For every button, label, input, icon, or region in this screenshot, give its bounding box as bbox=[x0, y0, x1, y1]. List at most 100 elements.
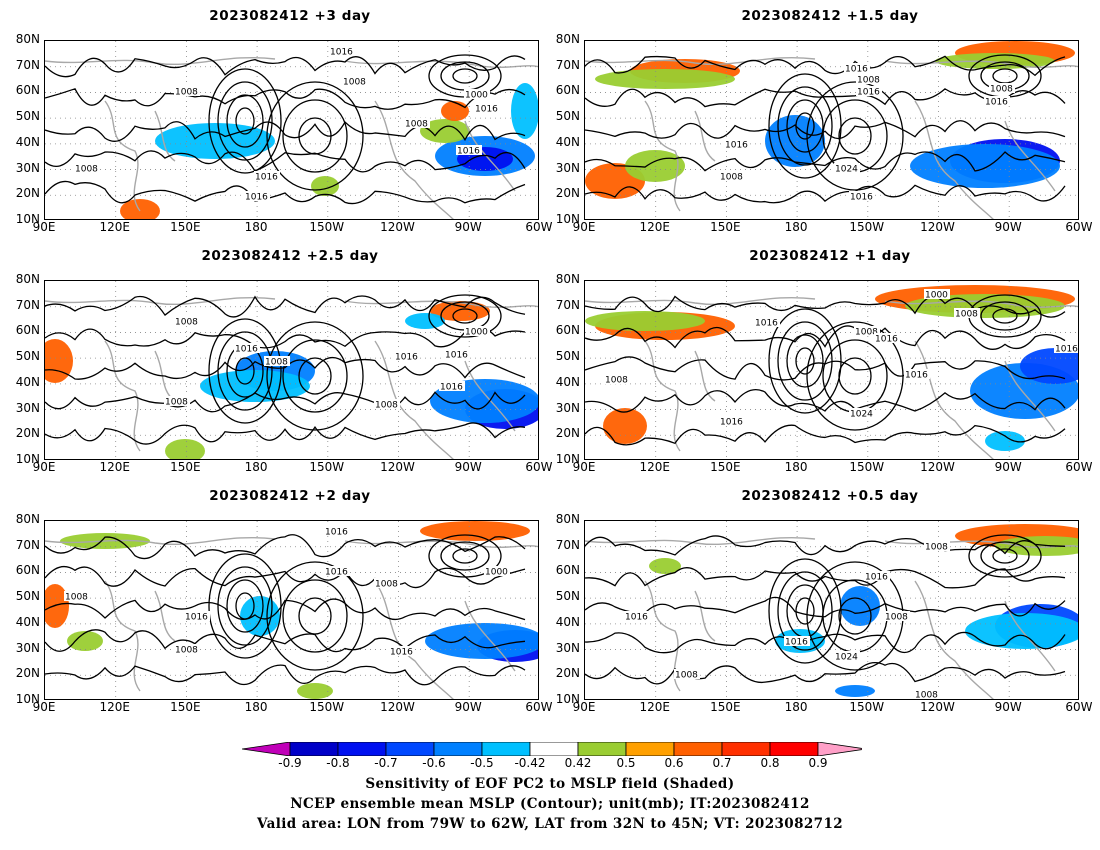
sensitivity-shading bbox=[835, 685, 875, 697]
contour-label: 1008 bbox=[990, 85, 1013, 95]
footer-line-2: NCEP ensemble mean MSLP (Contour); unit(… bbox=[290, 796, 810, 812]
contour-label: 1016 bbox=[185, 613, 208, 623]
sensitivity-shading bbox=[840, 586, 880, 626]
lon-tick-label: 90W bbox=[454, 700, 482, 714]
colorbar-segment bbox=[769, 742, 819, 756]
lon-tick-label: 150W bbox=[849, 220, 885, 234]
contour-label: 1024 bbox=[835, 165, 858, 175]
lon-tick-label: 150E bbox=[710, 460, 741, 474]
contour-label: 1016 bbox=[445, 351, 468, 361]
lat-tick-label: 10N bbox=[15, 692, 40, 706]
contour-label: 1016 bbox=[440, 383, 463, 393]
lon-tick-label: 120W bbox=[380, 460, 415, 474]
sensitivity-shading bbox=[155, 123, 275, 159]
sensitivity-shading bbox=[910, 144, 1060, 188]
contour-label: 1024 bbox=[835, 653, 858, 663]
colorbar-segment bbox=[529, 742, 579, 756]
lat-tick-label: 60N bbox=[555, 563, 580, 578]
lon-tick-label: 180 bbox=[784, 700, 808, 714]
lat-tick-label: 60N bbox=[15, 563, 40, 578]
contour-label: 1016 bbox=[330, 48, 353, 58]
lat-tick-label: 40N bbox=[555, 374, 580, 389]
lon-tick-label: 150W bbox=[849, 460, 885, 474]
lon-tick-label: 90W bbox=[994, 700, 1022, 714]
contour-label: 1024 bbox=[850, 410, 873, 420]
sensitivity-shading bbox=[649, 558, 681, 574]
lat-tick-label: 20N bbox=[15, 186, 40, 201]
sensitivity-shading bbox=[420, 119, 470, 143]
mslp-map: 1008 1016 1008 1016 1008 1016 1000 1016 1008 bbox=[45, 281, 538, 459]
lon-tick-label: 120W bbox=[920, 700, 955, 714]
lon-tick-label: 60W bbox=[525, 700, 553, 714]
sensitivity-shading bbox=[405, 313, 445, 329]
contour-label: 1008 bbox=[165, 398, 188, 408]
sensitivity-shading bbox=[297, 683, 333, 699]
lon-tick-label: 150W bbox=[309, 460, 345, 474]
lat-tick-label: 20N bbox=[555, 426, 580, 441]
map-panel: 2023082412 +1 day 1000 1008 1016 1008 1016 101… bbox=[540, 240, 1093, 480]
sensitivity-shading bbox=[935, 53, 1055, 69]
sensitivity-shading bbox=[1020, 348, 1078, 384]
sensitivity-shading bbox=[311, 176, 339, 196]
contour-label: 1000 bbox=[465, 91, 488, 101]
lat-tick-label: 30N bbox=[555, 160, 580, 175]
contour-label: 1008 bbox=[675, 671, 698, 681]
gridlines bbox=[45, 41, 538, 219]
contour-label: 1016 bbox=[475, 105, 498, 115]
contour-label: 1016 bbox=[245, 193, 268, 203]
lat-tick-label: 50N bbox=[15, 349, 40, 364]
lat-tick-label: 10N bbox=[15, 212, 40, 226]
sensitivity-shading bbox=[240, 596, 280, 636]
lat-tick-label: 40N bbox=[15, 614, 40, 629]
colorbar-tick-label: -0.5 bbox=[470, 756, 494, 770]
lon-tick-label: 90W bbox=[994, 460, 1022, 474]
contour-label: 1016 bbox=[720, 418, 743, 428]
contour-label: 1016 bbox=[845, 65, 868, 75]
lat-tick-label: 80N bbox=[15, 512, 40, 526]
lon-tick-label: 150E bbox=[710, 700, 741, 714]
contour-label: 1016 bbox=[1055, 345, 1078, 355]
lat-tick-label: 30N bbox=[555, 400, 580, 415]
sensitivity-shading bbox=[120, 199, 160, 219]
lat-tick-label: 80N bbox=[15, 32, 40, 46]
lat-tick-label: 50N bbox=[555, 589, 580, 604]
lon-tick-label: 120W bbox=[380, 700, 415, 714]
colorbar-segment bbox=[337, 742, 387, 756]
sensitivity-shading bbox=[165, 439, 205, 459]
lat-tick-label: 10N bbox=[555, 212, 580, 226]
lon-tick-label: 120E bbox=[639, 460, 670, 474]
mslp-contours bbox=[45, 534, 526, 686]
lat-tick-label: 50N bbox=[15, 109, 40, 124]
lon-tick-label: 120W bbox=[920, 220, 955, 234]
lon-tick-label: 120W bbox=[920, 460, 955, 474]
map-panel: 2023082412 +0.5 day 1008 1016 1016 1008 1024 1… bbox=[540, 480, 1093, 720]
sensitivity-shading bbox=[45, 584, 69, 628]
contour-label: 1016 bbox=[625, 613, 648, 623]
sensitivity-shading bbox=[425, 623, 538, 659]
lon-tick-label: 120E bbox=[99, 220, 130, 234]
lat-tick-label: 70N bbox=[15, 57, 40, 72]
contour-label: 1016 bbox=[857, 88, 880, 98]
lon-tick-label: 120W bbox=[380, 220, 415, 234]
contour-label: 1000 bbox=[925, 291, 948, 301]
lat-tick-label: 80N bbox=[555, 272, 580, 286]
mslp-contours bbox=[585, 54, 1066, 204]
colorbar-segment bbox=[577, 742, 627, 756]
colorbar-tick-label: 0.7 bbox=[712, 756, 732, 770]
lon-tick-label: 150E bbox=[170, 700, 201, 714]
lon-tick-label: 150W bbox=[849, 700, 885, 714]
contour-label: 1008 bbox=[175, 88, 198, 98]
lon-tick-label: 60W bbox=[1065, 460, 1093, 474]
colorbar-tick-label: 0.8 bbox=[760, 756, 780, 770]
map-area: 1008 1016 1016 1008 1024 1016 1008 1008 bbox=[584, 520, 1079, 700]
lat-tick-label: 80N bbox=[555, 32, 580, 46]
colorbar-tick-label: 0.42 bbox=[564, 756, 592, 770]
map-area: 1016 1008 1008 1008 1000 1016 1016 1008 1016 1016 bbox=[44, 40, 539, 220]
colorbar-tick-label: -0.9 bbox=[278, 756, 302, 770]
sensitivity-shading bbox=[985, 431, 1025, 451]
lon-tick-label: 150E bbox=[710, 220, 741, 234]
lat-tick-label: 50N bbox=[555, 349, 580, 364]
contour-label: 1000 bbox=[485, 568, 508, 578]
lat-tick-label: 10N bbox=[15, 452, 40, 466]
